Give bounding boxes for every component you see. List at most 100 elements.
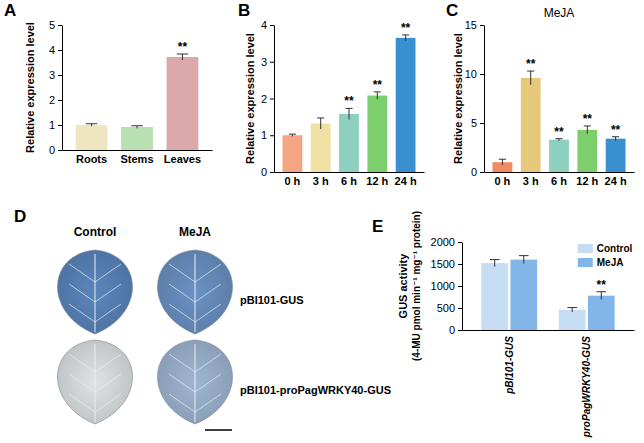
error-bar-cap xyxy=(567,307,577,308)
legend-label: Control xyxy=(597,243,633,254)
x-tick-label: 0 h xyxy=(494,175,510,187)
leaf-vein xyxy=(95,374,121,392)
y-tick: 5 xyxy=(471,117,484,129)
leaf-image xyxy=(157,250,232,334)
leaf-vein xyxy=(95,354,121,372)
y-tick-label: 1 xyxy=(49,119,55,131)
bar xyxy=(76,125,108,150)
y-tick: 1 xyxy=(261,129,274,141)
y-tick-mark xyxy=(480,123,484,124)
x-axis: pBI101-GUSproPagWRKY40-GUS xyxy=(463,330,635,438)
leaf-vein xyxy=(95,264,121,282)
legend-label: MeJA xyxy=(597,257,624,268)
y-tick-mark xyxy=(58,50,62,51)
error-bar-stem xyxy=(615,137,616,141)
x-tick-label: 0 h xyxy=(284,175,300,187)
panel-B: ******012340 h3 h6 h12 h24 hRelative exp… xyxy=(244,19,425,187)
x-tick: 6 h xyxy=(341,172,357,187)
x-tick-label: Leaves xyxy=(164,153,201,165)
y-axis: 012345 xyxy=(49,19,63,156)
row-label: pBI101-GUS xyxy=(240,294,304,306)
significance: ** xyxy=(554,125,564,139)
leaf-vein xyxy=(195,284,221,302)
y-tick-mark xyxy=(458,286,462,287)
bar xyxy=(588,296,615,330)
y-tick-mark xyxy=(270,25,274,26)
error-bar xyxy=(519,256,529,264)
significance: ** xyxy=(344,94,354,108)
y-tick-label: 10 xyxy=(465,68,477,80)
error-bar xyxy=(499,159,506,165)
x-tick-label: 6 h xyxy=(551,175,567,187)
bar xyxy=(339,114,359,172)
leaf-image xyxy=(57,250,132,334)
error-bar-stem xyxy=(349,108,350,119)
significance: ** xyxy=(178,40,188,54)
leaf-vein xyxy=(69,374,95,392)
error-bar xyxy=(567,308,577,312)
error-bar xyxy=(374,92,381,99)
scale-bar xyxy=(205,429,232,431)
bar xyxy=(367,96,387,172)
y-tick: 0 xyxy=(449,324,462,336)
legend-swatch xyxy=(578,244,593,253)
y-axis-line xyxy=(274,26,275,173)
y-axis-line xyxy=(462,243,463,331)
leaf-vein xyxy=(195,354,221,372)
annotations: ** xyxy=(178,40,188,54)
error-bar-cap xyxy=(519,255,529,256)
annotations: ******** xyxy=(526,57,621,139)
plot-marks xyxy=(492,71,625,172)
y-axis: 01234 xyxy=(261,19,275,178)
significance: ** xyxy=(611,123,621,137)
bar xyxy=(549,140,569,172)
x-axis-line xyxy=(275,172,425,173)
bar xyxy=(521,78,541,172)
y-tick-mark xyxy=(58,125,62,126)
y-tick-label: 5 xyxy=(471,117,477,129)
plot-marks xyxy=(481,256,614,330)
leaf-image xyxy=(157,340,232,424)
x-tick-label: 12 h xyxy=(366,175,388,187)
panel-A: **012345RootsStemsLeavesRelative express… xyxy=(24,19,213,165)
x-tick: Leaves xyxy=(164,150,201,165)
x-tick: 6 h xyxy=(551,172,567,187)
error-bar xyxy=(131,126,142,129)
y-tick: 1000 xyxy=(431,280,462,292)
x-tick: Stems xyxy=(120,150,153,165)
significance: ** xyxy=(526,57,536,71)
panel-letter: D xyxy=(14,207,26,226)
legend: Control MeJA xyxy=(578,243,633,268)
error-bar xyxy=(490,260,500,267)
y-tick-label: 0 xyxy=(49,144,55,156)
x-tick-label: 12 h xyxy=(576,175,598,187)
y-tick: 4 xyxy=(49,44,62,56)
bar xyxy=(481,263,508,330)
error-bar-stem xyxy=(523,256,524,264)
bar xyxy=(396,38,416,172)
leaf-vein xyxy=(195,374,221,392)
row-label: pBI101-proPagWRKY40-GUS xyxy=(240,384,391,396)
bar xyxy=(311,123,331,172)
y-tick-label: 3 xyxy=(49,69,55,81)
x-tick: 12 h xyxy=(366,172,388,187)
error-bar-stem xyxy=(182,54,183,60)
error-bar-stem xyxy=(502,159,503,165)
y-tick-label: 1500 xyxy=(431,258,455,270)
leaf-vein xyxy=(169,304,195,322)
y-tick-label: 4 xyxy=(261,19,267,31)
x-tick: 3 h xyxy=(523,172,539,187)
error-bar xyxy=(612,137,619,141)
y-axis-title: GUS activity xyxy=(397,253,409,319)
y-axis-title: Relative expression level xyxy=(24,22,36,153)
error-bar-cap xyxy=(317,117,324,118)
error-bar-stem xyxy=(601,292,602,300)
panel-letter: A xyxy=(4,1,16,20)
x-tick-label: proPagWRKY40-GUS xyxy=(581,336,592,438)
x-tick-label: Roots xyxy=(76,153,107,165)
y-axis-title: (4-MU pmol min⁻¹ mg⁻¹ protein) xyxy=(411,211,422,361)
plot-marks xyxy=(282,35,415,172)
x-axis-line xyxy=(463,330,635,331)
y-axis-title: Relative expression level xyxy=(244,33,256,164)
y-tick: 0 xyxy=(261,166,274,178)
